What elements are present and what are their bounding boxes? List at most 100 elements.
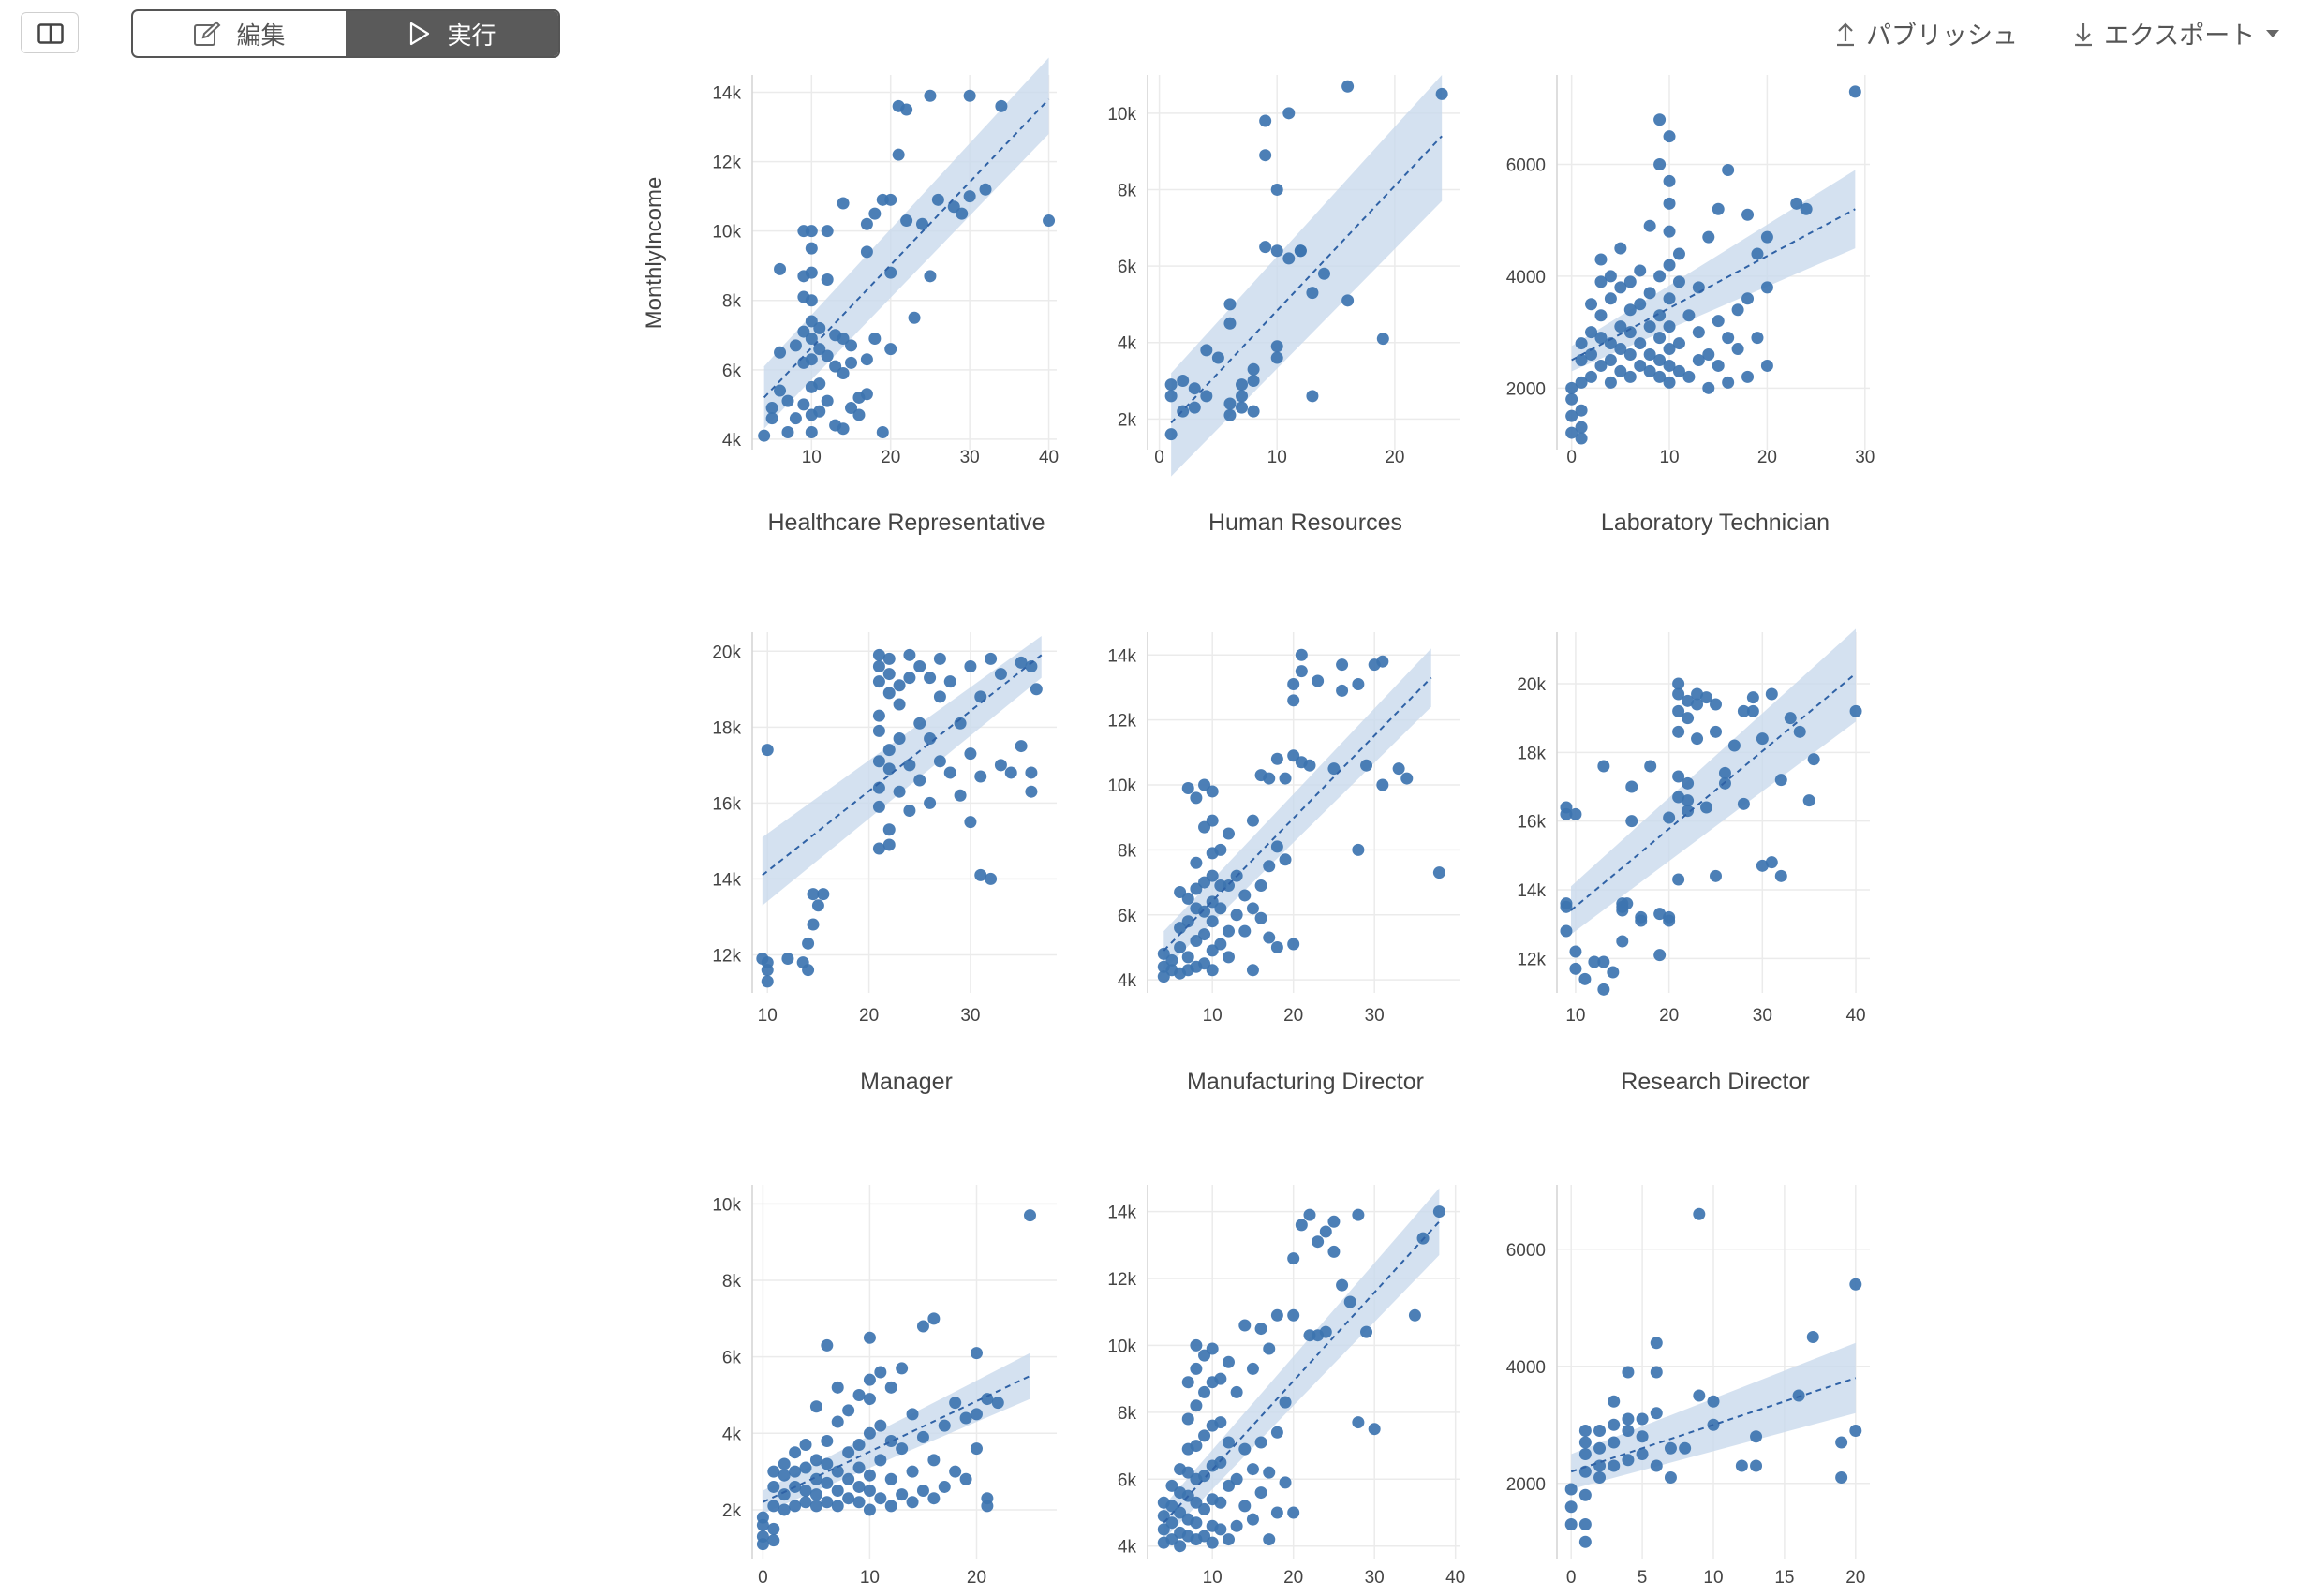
data-point — [1663, 376, 1676, 389]
data-point — [1722, 332, 1735, 345]
data-point — [1737, 797, 1750, 810]
data-point — [1190, 1362, 1203, 1375]
data-point — [1765, 687, 1778, 701]
data-point — [1222, 1479, 1235, 1492]
facet-panel-6: 10 20 30 40 12k 14k 16k 18k 20k Research Director — [1517, 628, 1870, 1095]
trend-line — [762, 654, 1043, 877]
facet-title: Healthcare Representative — [768, 510, 1045, 536]
data-point — [1835, 1471, 1848, 1484]
data-point — [1604, 376, 1617, 389]
data-point — [1198, 1385, 1211, 1398]
data-point — [1211, 351, 1224, 364]
data-point — [1312, 1235, 1325, 1249]
data-point — [1672, 873, 1685, 886]
data-point — [1327, 1245, 1341, 1258]
publish-button[interactable]: パブリッシュ — [1834, 15, 2018, 52]
trend-line — [763, 98, 1050, 399]
data-point — [1643, 320, 1656, 333]
data-point — [916, 1485, 929, 1498]
data-point — [837, 422, 850, 436]
data-point — [1593, 1471, 1607, 1484]
data-point — [1741, 208, 1755, 221]
data-point — [1432, 1205, 1445, 1219]
y-tick-label: 10k — [1107, 1337, 1136, 1356]
data-point — [1270, 244, 1283, 258]
data-point — [845, 356, 858, 369]
data-point — [1565, 426, 1578, 439]
data-point — [1653, 332, 1667, 345]
export-button[interactable]: エクスポート — [2072, 15, 2281, 52]
data-point — [1663, 320, 1676, 333]
data-point — [1270, 752, 1283, 765]
data-point — [1223, 298, 1237, 311]
data-point — [1712, 315, 1725, 328]
data-point — [1564, 1483, 1578, 1496]
data-point — [1594, 309, 1608, 322]
data-point — [813, 321, 826, 334]
data-point — [1206, 1536, 1219, 1549]
data-point — [884, 1472, 897, 1485]
data-point — [959, 1411, 972, 1425]
data-point — [947, 200, 960, 214]
data-point — [1614, 343, 1627, 356]
data-point — [1650, 1459, 1663, 1472]
data-point — [893, 698, 906, 711]
data-point — [1230, 1519, 1243, 1532]
data-point — [821, 1338, 834, 1352]
data-point — [1214, 1372, 1227, 1385]
data-point — [1585, 348, 1598, 362]
data-point — [900, 214, 913, 228]
data-point — [1236, 401, 1249, 414]
edit-mode-button[interactable]: 編集 — [133, 11, 346, 56]
data-point — [1679, 1441, 1692, 1455]
data-point — [809, 1454, 822, 1467]
data-point — [761, 744, 774, 757]
data-point — [1352, 1416, 1365, 1429]
facet-panel-4: 10 20 30 12k 14k 16k 18k 20k Manager — [712, 632, 1057, 1095]
data-point — [872, 675, 885, 688]
data-point — [931, 193, 944, 206]
data-point — [1569, 807, 1582, 820]
data-point — [1636, 1412, 1649, 1426]
data-point — [963, 190, 976, 203]
data-point — [1664, 1471, 1677, 1484]
data-point — [1709, 698, 1722, 711]
data-point — [884, 266, 897, 279]
confidence-band — [1571, 170, 1856, 372]
trend-line — [1571, 208, 1856, 362]
data-point — [805, 266, 818, 279]
data-point — [1672, 791, 1685, 804]
data-point — [1360, 759, 1373, 772]
data-point — [882, 652, 896, 665]
data-point — [1594, 359, 1608, 372]
data-point — [1614, 364, 1627, 377]
split-pane-button[interactable] — [21, 12, 79, 53]
data-point — [1643, 364, 1656, 377]
data-point — [1294, 244, 1307, 258]
data-point — [807, 918, 820, 931]
run-mode-button[interactable]: 実行 — [346, 11, 558, 56]
data-point — [1190, 1338, 1203, 1352]
data-point — [765, 402, 778, 415]
data-point — [1746, 704, 1759, 717]
data-point — [884, 1500, 897, 1513]
y-tick-label: 6000 — [1506, 1241, 1546, 1261]
data-point — [1604, 270, 1617, 283]
data-point — [1760, 359, 1773, 372]
x-tick-label: 20 — [967, 1568, 986, 1588]
data-point — [1604, 353, 1617, 366]
data-point — [938, 1419, 951, 1432]
data-point — [1616, 935, 1629, 948]
data-point — [916, 1320, 929, 1333]
data-point — [860, 245, 873, 259]
data-point — [979, 183, 992, 196]
data-point — [906, 1496, 919, 1509]
data-point — [903, 804, 916, 817]
data-point — [1206, 814, 1219, 827]
data-point — [761, 964, 774, 977]
data-point — [765, 412, 778, 425]
y-tick-label: 14k — [712, 870, 741, 890]
data-point — [964, 747, 977, 761]
data-point — [1594, 275, 1608, 288]
data-point — [781, 425, 794, 438]
